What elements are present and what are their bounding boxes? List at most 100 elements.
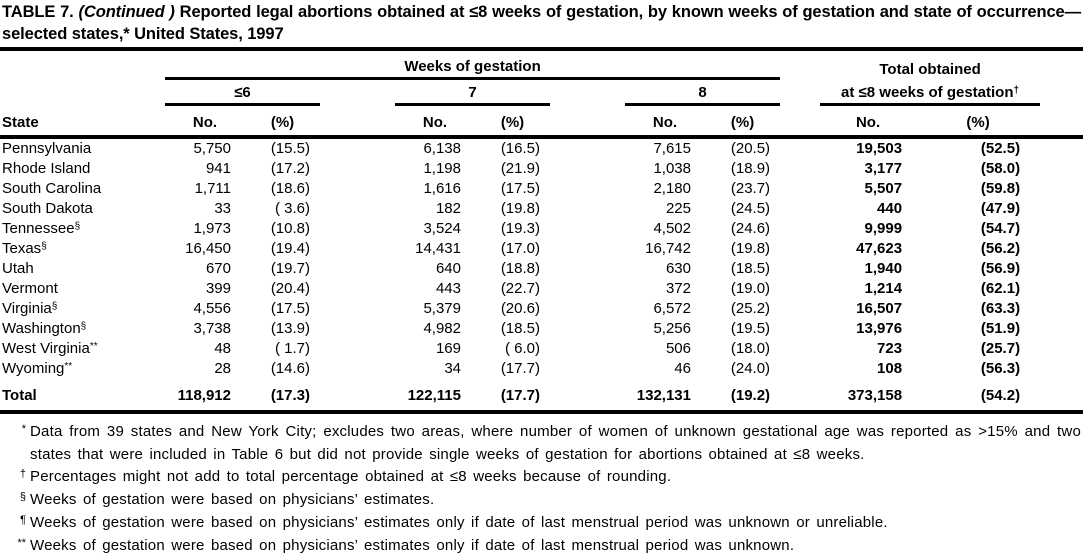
total-pct-cell: (56.2) bbox=[980, 240, 1021, 257]
w6-pct-cell: (13.9) bbox=[270, 320, 310, 337]
total-pct-cell: (56.9) bbox=[980, 260, 1021, 277]
total-pct-total-cell: (54.2) bbox=[980, 387, 1021, 404]
w7-pct-cell: (17.7) bbox=[500, 360, 540, 377]
w7-pct-cell: (22.7) bbox=[500, 280, 540, 297]
table-row: South Carolina 1,711 (18.6) 1,616 (17.5) 2,18… bbox=[0, 179, 1083, 199]
footnote-double-asterisk: ** Weeks of gestation were based on physi… bbox=[0, 535, 1083, 558]
w8-pct-cell: (25.2) bbox=[730, 300, 771, 317]
state-footnote-marker: § bbox=[41, 241, 47, 252]
no-column-header: No. bbox=[165, 104, 245, 139]
state-cell: Wyoming** bbox=[0, 359, 165, 379]
header-spacer bbox=[320, 79, 395, 105]
table-row: Tennessee§ 1,973 (10.8) 3,524 (19.3) 4,502 (24… bbox=[0, 219, 1083, 239]
gap-cell bbox=[550, 137, 625, 159]
table-row: Wyoming** 28 (14.6) 34 (17.7) 46 (24.0) 108 (56.… bbox=[0, 359, 1083, 379]
table-row: Pennsylvania 5,750 (15.5) 6,138 (16.5) 7,615 (… bbox=[0, 137, 1083, 159]
state-footnote-marker: ** bbox=[64, 361, 73, 372]
state-footnote-marker: § bbox=[80, 321, 87, 332]
table-row: Vermont 399 (20.4) 443 (22.7) 372 (19.0) 1,214 (… bbox=[0, 279, 1083, 299]
w7-no-cell: 1,616 bbox=[423, 180, 461, 197]
w6-pct-cell: (18.6) bbox=[270, 180, 310, 197]
total-pct-cell: (25.7) bbox=[980, 340, 1021, 357]
header-spacer bbox=[780, 79, 820, 105]
w7-pct-cell: (20.6) bbox=[500, 300, 540, 317]
gap-cell bbox=[320, 137, 395, 159]
w8-no-cell: 506 bbox=[665, 340, 691, 357]
w6-no-cell: 941 bbox=[205, 160, 231, 177]
footnote-marker: * bbox=[21, 423, 26, 435]
header-row-columns: State No. (%) No. (%) No. (%) No. (%) bbox=[0, 104, 1083, 139]
no-column-header: No. bbox=[395, 104, 475, 139]
w8-no-cell: 16,742 bbox=[645, 240, 691, 257]
w6-no-cell: 3,738 bbox=[193, 320, 231, 337]
pct-column-header: (%) bbox=[475, 104, 550, 139]
state-name: Washington bbox=[2, 320, 81, 337]
footnote-pilcrow: ¶ Weeks of gestation were based on physic… bbox=[0, 512, 1083, 535]
state-cell: West Virginia** bbox=[0, 339, 165, 359]
header-row-groups: ≤6 7 8 at ≤8 weeks of gestation† bbox=[0, 78, 1083, 106]
w7-no-cell: 443 bbox=[435, 280, 461, 297]
gap-cell bbox=[550, 279, 625, 299]
w7-pct-cell: (16.5) bbox=[500, 140, 540, 157]
table-title-continued: (Continued ) bbox=[78, 3, 175, 21]
state-footnote-marker: § bbox=[74, 221, 81, 232]
w7-pct-cell: ( 6.0) bbox=[504, 340, 540, 357]
footnote-marker: ** bbox=[17, 537, 26, 549]
gap-cell bbox=[780, 379, 820, 406]
w7-pct-cell: (21.9) bbox=[500, 160, 540, 177]
table-title: TABLE 7. (Continued ) Reported legal abo… bbox=[0, 0, 1083, 45]
no-column-header: No. bbox=[820, 104, 917, 139]
table-title-label: TABLE 7. bbox=[2, 3, 74, 21]
total-obtained-header-line1: Total obtained bbox=[879, 60, 981, 78]
w6-pct-cell: ( 3.6) bbox=[274, 200, 310, 217]
state-name: South Carolina bbox=[2, 180, 102, 197]
w8-pct-cell: (20.5) bbox=[730, 140, 771, 157]
w8-pct-cell: (18.5) bbox=[730, 260, 771, 277]
state-name: South Dakota bbox=[2, 200, 93, 217]
w7-no-total-cell: 122,115 bbox=[407, 387, 461, 404]
w6-pct-cell: (19.4) bbox=[270, 240, 310, 257]
state-cell: South Dakota bbox=[0, 199, 165, 219]
gap-cell bbox=[1040, 219, 1083, 239]
w8-no-total-cell: 132,131 bbox=[636, 387, 691, 404]
header-spacer bbox=[320, 104, 395, 139]
w8-pct-cell: (24.0) bbox=[730, 360, 771, 377]
w6-pct-cell: (10.8) bbox=[270, 220, 310, 237]
gap-cell bbox=[780, 159, 820, 179]
gap-cell bbox=[320, 359, 395, 379]
gap-cell bbox=[780, 319, 820, 339]
total-pct-cell: (51.9) bbox=[980, 320, 1021, 337]
w8-pct-cell: (24.6) bbox=[730, 220, 771, 237]
total-no-cell: 723 bbox=[877, 340, 903, 357]
title-rule bbox=[0, 47, 1083, 51]
gap-cell bbox=[320, 379, 395, 406]
pct-column-header: (%) bbox=[245, 104, 320, 139]
total-pct-cell: (47.9) bbox=[980, 200, 1021, 217]
gap-cell bbox=[780, 239, 820, 259]
dagger-footnote-marker: † bbox=[1013, 85, 1020, 96]
gap-cell bbox=[1040, 339, 1083, 359]
w8-pct-cell: (18.0) bbox=[730, 340, 771, 357]
table-title-text: Reported legal abortions obtained at ≤8 … bbox=[2, 3, 1082, 43]
state-cell: Texas§ bbox=[0, 239, 165, 259]
total-no-cell: 16,507 bbox=[856, 300, 903, 317]
total-label-cell: Total bbox=[2, 387, 37, 404]
state-cell: Pennsylvania bbox=[0, 137, 165, 159]
gap-cell bbox=[1040, 259, 1083, 279]
state-name: West Virginia bbox=[2, 340, 90, 357]
total-pct-cell: (63.3) bbox=[980, 300, 1021, 317]
gap-cell bbox=[780, 179, 820, 199]
group-header-7: 7 bbox=[395, 78, 550, 106]
total-no-cell: 1,940 bbox=[864, 260, 903, 277]
footnote-marker: § bbox=[19, 491, 26, 503]
gap-cell bbox=[320, 199, 395, 219]
w8-no-cell: 46 bbox=[674, 360, 691, 377]
footnote-text: Data from 39 states and New York City; e… bbox=[30, 423, 1081, 463]
header-spacer bbox=[0, 79, 165, 105]
w6-no-cell: 33 bbox=[214, 200, 231, 217]
gap-cell bbox=[1040, 179, 1083, 199]
w6-no-cell: 1,711 bbox=[194, 180, 231, 197]
gap-cell bbox=[780, 199, 820, 219]
header-spacer bbox=[550, 104, 625, 139]
group-header-le6: ≤6 bbox=[165, 78, 320, 106]
